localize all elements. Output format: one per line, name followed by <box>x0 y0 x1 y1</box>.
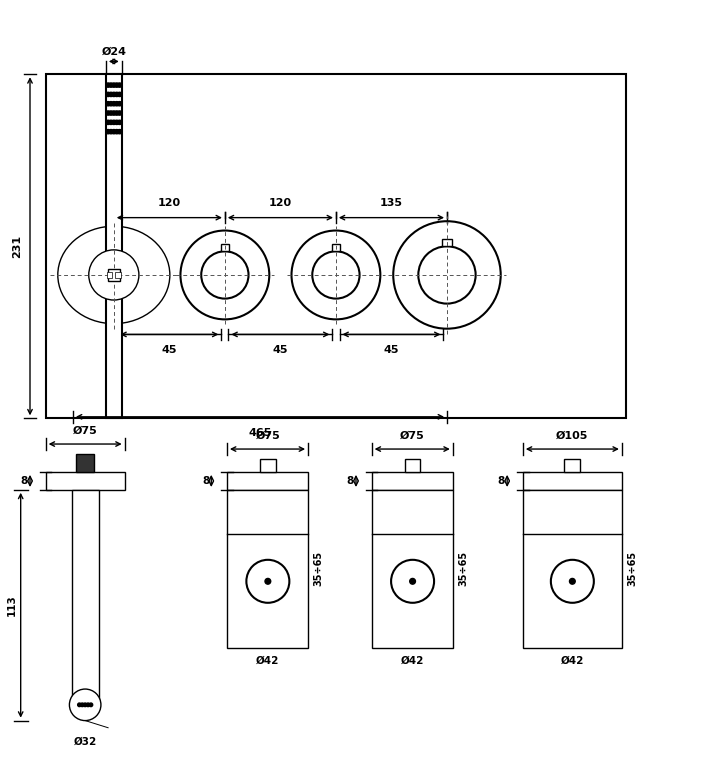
Text: 8: 8 <box>21 476 28 486</box>
Bar <box>108 269 120 282</box>
Text: 8: 8 <box>497 476 505 486</box>
Circle shape <box>570 578 575 584</box>
Bar <box>565 459 580 472</box>
Circle shape <box>69 689 101 720</box>
Circle shape <box>115 111 119 115</box>
Text: Ø75: Ø75 <box>73 426 97 436</box>
Circle shape <box>118 83 122 87</box>
Circle shape <box>418 246 476 303</box>
Circle shape <box>106 120 110 124</box>
Bar <box>405 459 420 472</box>
Text: 135: 135 <box>380 198 403 208</box>
Circle shape <box>81 703 84 706</box>
Bar <box>372 472 453 490</box>
Circle shape <box>83 703 87 706</box>
Bar <box>45 472 125 490</box>
Circle shape <box>393 222 500 329</box>
Text: Ø75: Ø75 <box>256 432 280 441</box>
Circle shape <box>115 120 119 124</box>
Circle shape <box>115 93 119 96</box>
Text: Ø42: Ø42 <box>561 656 584 666</box>
Circle shape <box>112 102 116 106</box>
Bar <box>260 459 276 472</box>
Ellipse shape <box>58 226 170 323</box>
Circle shape <box>109 93 113 96</box>
Bar <box>116 272 121 278</box>
Circle shape <box>409 578 415 584</box>
Bar <box>227 490 308 648</box>
Text: Ø105: Ø105 <box>556 432 588 441</box>
Text: 35÷65: 35÷65 <box>458 551 469 586</box>
Circle shape <box>118 102 122 106</box>
Text: 120: 120 <box>269 198 292 208</box>
Text: 35÷65: 35÷65 <box>314 551 323 586</box>
Circle shape <box>112 111 116 115</box>
Text: Ø24: Ø24 <box>101 46 126 56</box>
Circle shape <box>292 231 380 320</box>
Bar <box>523 472 622 490</box>
Circle shape <box>115 83 119 87</box>
Circle shape <box>109 102 113 106</box>
Text: Ø42: Ø42 <box>256 656 279 666</box>
Circle shape <box>201 252 248 299</box>
Circle shape <box>109 130 113 134</box>
Circle shape <box>246 560 290 603</box>
Text: Ø42: Ø42 <box>401 656 425 666</box>
Circle shape <box>112 120 116 124</box>
Text: Ø75: Ø75 <box>400 432 425 441</box>
Circle shape <box>89 250 139 300</box>
Text: 35÷65: 35÷65 <box>627 551 638 586</box>
Circle shape <box>112 130 116 134</box>
Circle shape <box>109 111 113 115</box>
Bar <box>443 239 452 246</box>
Circle shape <box>118 130 122 134</box>
Circle shape <box>112 93 116 96</box>
Circle shape <box>106 83 110 87</box>
Circle shape <box>313 252 360 299</box>
Circle shape <box>78 703 82 706</box>
Circle shape <box>115 102 119 106</box>
Text: 45: 45 <box>383 345 399 355</box>
Text: 45: 45 <box>162 345 177 355</box>
Circle shape <box>106 130 110 134</box>
Circle shape <box>180 231 269 320</box>
Bar <box>331 244 340 252</box>
Text: 465: 465 <box>248 428 271 438</box>
Bar <box>107 272 113 278</box>
Circle shape <box>89 703 92 706</box>
Bar <box>227 472 308 490</box>
Circle shape <box>118 93 122 96</box>
Circle shape <box>118 120 122 124</box>
Bar <box>77 454 94 472</box>
Circle shape <box>265 578 271 584</box>
Circle shape <box>391 560 434 603</box>
Text: 231: 231 <box>12 235 22 258</box>
Circle shape <box>106 102 110 106</box>
Bar <box>45 74 626 418</box>
Text: 45: 45 <box>273 345 288 355</box>
Circle shape <box>86 703 90 706</box>
Circle shape <box>112 83 116 87</box>
Text: 8: 8 <box>347 476 354 486</box>
Circle shape <box>115 130 119 134</box>
Bar <box>372 490 453 648</box>
Circle shape <box>106 93 110 96</box>
Text: 120: 120 <box>158 198 181 208</box>
Circle shape <box>109 120 113 124</box>
Bar <box>221 244 229 252</box>
Circle shape <box>106 111 110 115</box>
Text: 113: 113 <box>6 594 17 616</box>
Text: Ø32: Ø32 <box>74 736 97 747</box>
Bar <box>71 490 99 709</box>
Circle shape <box>109 83 113 87</box>
Circle shape <box>118 111 122 115</box>
Circle shape <box>551 560 593 603</box>
Text: 8: 8 <box>202 476 209 486</box>
Bar <box>106 74 122 418</box>
Bar <box>523 490 622 648</box>
